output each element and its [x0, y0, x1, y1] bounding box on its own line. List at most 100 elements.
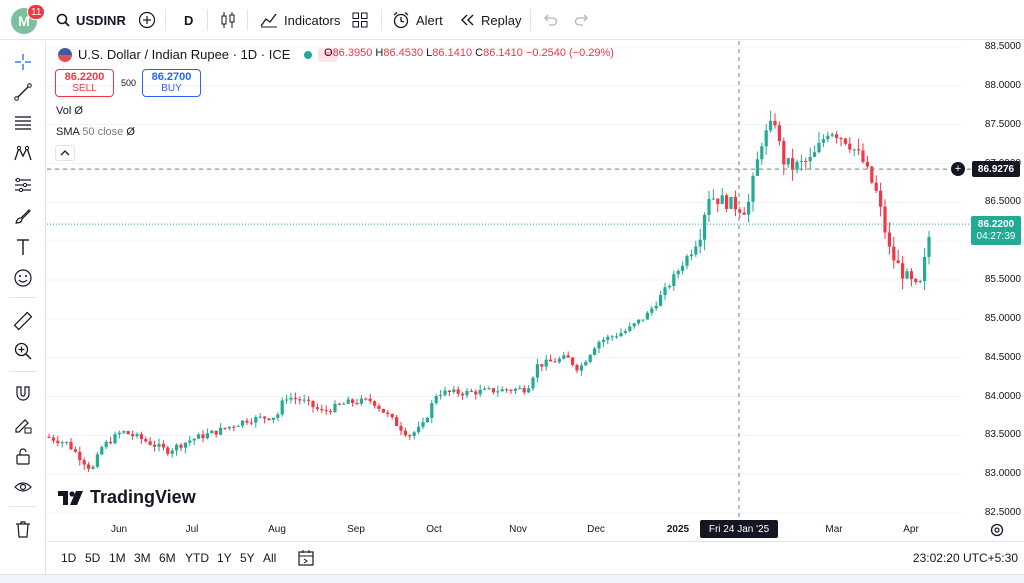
price-chart[interactable] [47, 41, 1024, 541]
candle-up [258, 416, 262, 418]
candle-down [782, 141, 786, 165]
range-button-1y[interactable]: 1Y [217, 551, 232, 565]
measure-tool[interactable] [11, 309, 35, 333]
range-button-all[interactable]: All [263, 551, 277, 565]
candle-down [725, 195, 729, 209]
candle-down [403, 430, 407, 436]
remove-drawings-tool[interactable] [11, 517, 35, 541]
range-button-1m[interactable]: 1M [109, 551, 126, 565]
pattern-tool[interactable] [11, 142, 35, 166]
range-button-1d[interactable]: 1D [61, 551, 77, 565]
grid-layout-icon [352, 12, 368, 28]
candle-down [307, 399, 311, 401]
usd-inr-flag-icon [58, 47, 72, 62]
layouts-button[interactable] [352, 8, 368, 32]
crosshair-tool[interactable] [11, 50, 35, 74]
candle-up [659, 295, 663, 306]
candle-down [148, 441, 152, 445]
indicators-button[interactable]: Indicators [260, 8, 340, 32]
range-button-5d[interactable]: 5D [85, 551, 101, 565]
smiley-icon [14, 269, 32, 287]
chart-type-button[interactable] [220, 8, 236, 32]
candle-up [852, 149, 856, 151]
candle-down [315, 407, 319, 409]
candle-up [584, 361, 588, 366]
candles-icon [221, 12, 235, 28]
undo-button[interactable] [542, 8, 558, 32]
candle-down [56, 440, 60, 444]
replay-label: Replay [481, 12, 522, 28]
candle-up [637, 319, 641, 324]
drawing-mode-tool[interactable] [11, 413, 35, 437]
trend-line-tool[interactable] [11, 80, 35, 104]
chart-pane[interactable] [47, 41, 1024, 541]
visibility-tool[interactable] [11, 475, 35, 499]
candle-up [271, 417, 275, 420]
candle-down [232, 426, 236, 428]
candle-up [346, 399, 350, 404]
gear-icon [990, 523, 1004, 537]
candle-down [386, 412, 390, 415]
range-button-3m[interactable]: 3M [134, 551, 151, 565]
add-circle-icon [138, 11, 156, 29]
toolbar-divider [9, 297, 37, 298]
candle-up [623, 331, 627, 334]
brush-tool[interactable] [11, 204, 35, 228]
redo-button[interactable] [574, 8, 590, 32]
order-quantity[interactable]: 500 [121, 78, 137, 88]
candle-down [78, 451, 82, 461]
trash-icon [16, 521, 30, 538]
lock-tool[interactable] [11, 444, 35, 468]
timezone-clock[interactable]: 23:02:20 UTC+5:30 [912, 551, 1018, 565]
collapse-legend-button[interactable] [55, 145, 75, 161]
replay-button[interactable]: Replay [459, 8, 521, 32]
sma-indicator-legend[interactable]: SMA 50 close Ø [56, 126, 135, 138]
candle-down [87, 464, 91, 469]
volume-indicator-legend[interactable]: Vol Ø [56, 105, 83, 117]
logo-text: TradingView [90, 487, 196, 507]
candle-up [60, 442, 64, 444]
candle-down [857, 149, 861, 151]
zoom-tool[interactable] [11, 339, 35, 363]
market-status-pill[interactable]: ≈ [318, 47, 339, 62]
toolbar-divider [9, 506, 37, 507]
candle-up [170, 450, 174, 454]
candle-down [109, 441, 113, 444]
candle-up [632, 323, 636, 327]
sell-price: 86.2200 [64, 71, 105, 83]
text-tool[interactable] [11, 235, 35, 259]
emoji-tool[interactable] [11, 266, 35, 290]
candle-up [544, 359, 548, 367]
goto-date-button[interactable] [297, 549, 315, 570]
candle-up [197, 434, 201, 439]
notification-badge: 11 [27, 4, 46, 20]
alert-button[interactable]: Alert [392, 8, 443, 32]
candle-down [179, 444, 183, 448]
range-button-6m[interactable]: 6M [159, 551, 176, 565]
forecast-tool[interactable] [11, 173, 35, 197]
high-value: 86.4530 [383, 47, 424, 59]
candle-down [249, 422, 253, 424]
buy-button[interactable]: 86.2700 BUY [142, 69, 201, 97]
candle-down [73, 449, 77, 452]
scale-settings-button[interactable] [989, 522, 1005, 538]
compare-button[interactable] [138, 8, 156, 32]
candle-up [610, 336, 614, 338]
symbol-search-button[interactable]: USDINR [56, 8, 126, 32]
candle-up [703, 214, 707, 240]
candle-up [672, 274, 676, 286]
change-value: −0.2540 (−0.29%) [525, 47, 614, 59]
alarm-clock-icon [393, 12, 409, 29]
price-tick-label: 86.5000 [984, 196, 1021, 208]
range-button-ytd[interactable]: YTD [185, 551, 209, 565]
candle-down [909, 271, 913, 279]
fib-tool[interactable] [11, 111, 35, 135]
add-alert-plus-icon[interactable]: + [951, 162, 965, 176]
candle-up [175, 444, 179, 451]
sell-button[interactable]: 86.2200 SELL [55, 69, 114, 97]
candle-up [764, 130, 768, 147]
candle-down [223, 427, 227, 429]
magnet-tool[interactable] [11, 382, 35, 406]
range-button-5y[interactable]: 5Y [240, 551, 255, 565]
interval-button[interactable]: D [184, 8, 193, 32]
